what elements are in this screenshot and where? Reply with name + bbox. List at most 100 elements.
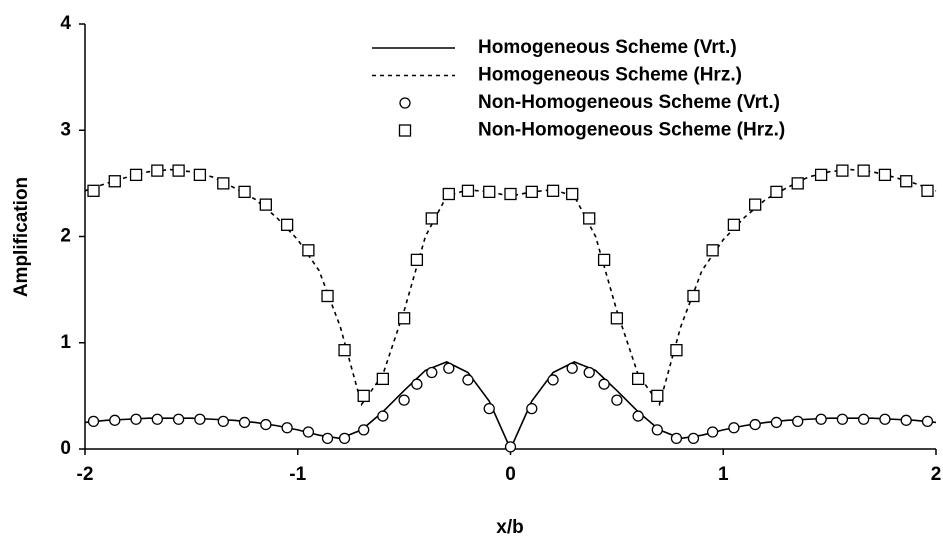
data-point xyxy=(611,394,623,406)
data-point xyxy=(632,410,644,422)
data-point xyxy=(770,185,783,199)
data-point xyxy=(566,362,578,374)
data-point xyxy=(398,394,410,406)
x-tick-label: 2 xyxy=(931,464,942,485)
data-point xyxy=(836,413,849,425)
data-point xyxy=(462,374,474,386)
data-point xyxy=(526,402,538,415)
legend-label: Homogeneous Scheme (Vrt.) xyxy=(478,37,737,58)
y-tick-label: 1 xyxy=(60,332,71,353)
data-point xyxy=(461,184,475,197)
data-point xyxy=(815,413,827,425)
data-point xyxy=(302,426,315,438)
data-point xyxy=(900,175,913,188)
data-point xyxy=(442,187,455,201)
data-point xyxy=(172,164,185,177)
data-point xyxy=(632,372,645,386)
data-point xyxy=(749,418,761,431)
data-point xyxy=(814,168,828,182)
data-point xyxy=(129,168,143,182)
data-point xyxy=(504,441,517,453)
series-line xyxy=(84,168,937,407)
data-point xyxy=(87,415,100,428)
x-tick-label: 0 xyxy=(505,464,516,485)
data-point xyxy=(280,218,294,231)
data-point xyxy=(194,413,206,425)
data-point xyxy=(217,177,230,190)
data-point xyxy=(792,415,804,428)
legend-swatch xyxy=(398,124,412,137)
data-point xyxy=(728,422,740,434)
data-point xyxy=(727,218,741,231)
data-point xyxy=(151,413,163,425)
data-point xyxy=(610,312,624,325)
data-point xyxy=(130,413,142,425)
data-point xyxy=(878,168,892,182)
data-point xyxy=(425,212,438,225)
y-tick-label: 4 xyxy=(60,13,71,34)
data-point xyxy=(546,184,560,197)
data-point xyxy=(411,378,423,390)
x-axis-label: x/b xyxy=(496,517,523,538)
data-point xyxy=(583,366,595,379)
data-point xyxy=(858,413,870,425)
data-point xyxy=(836,164,849,177)
legend-label: Non-Homogeneous Scheme (Vrt.) xyxy=(478,92,780,113)
data-point xyxy=(687,289,700,303)
data-point xyxy=(108,175,121,188)
legend-label: Non-Homogeneous Scheme (Hrz.) xyxy=(478,120,785,141)
data-point xyxy=(483,185,496,199)
data-point xyxy=(410,253,424,267)
data-point xyxy=(749,198,762,211)
data-point xyxy=(426,366,438,379)
data-point xyxy=(598,378,610,390)
data-point xyxy=(525,185,538,199)
legend-swatch xyxy=(399,97,411,109)
data-point xyxy=(879,413,891,425)
data-point xyxy=(87,184,100,197)
data-point xyxy=(443,362,455,374)
data-point xyxy=(338,432,351,445)
data-point xyxy=(217,415,229,428)
data-point xyxy=(357,389,370,403)
data-point xyxy=(483,402,495,415)
data-point xyxy=(377,410,389,422)
x-tick-label: 1 xyxy=(718,464,729,485)
y-tick-label: 3 xyxy=(60,119,71,140)
data-point xyxy=(172,413,185,425)
data-point xyxy=(193,168,207,182)
data-point xyxy=(151,164,164,177)
data-point xyxy=(706,426,719,438)
data-point xyxy=(651,389,664,403)
data-point xyxy=(238,416,251,429)
series-line xyxy=(84,360,937,451)
data-point xyxy=(259,198,272,211)
data-point xyxy=(670,432,683,445)
data-point xyxy=(900,414,912,426)
x-tick-label: -2 xyxy=(77,464,94,485)
data-point xyxy=(281,422,293,434)
data-point xyxy=(358,424,370,436)
data-point xyxy=(583,212,596,225)
data-point xyxy=(338,344,351,357)
data-point xyxy=(376,372,390,386)
data-point xyxy=(770,416,783,429)
data-point xyxy=(566,187,579,201)
data-point xyxy=(597,253,611,267)
legend-label: Homogeneous Scheme (Hrz.) xyxy=(478,65,742,86)
data-point xyxy=(109,414,121,426)
data-point xyxy=(921,415,934,428)
data-point xyxy=(547,374,559,386)
data-point xyxy=(857,164,870,177)
y-tick-label: 2 xyxy=(60,226,71,247)
data-point xyxy=(260,418,272,431)
data-point xyxy=(651,424,663,436)
data-point xyxy=(921,184,934,197)
data-point xyxy=(791,177,804,190)
data-point xyxy=(238,185,251,199)
data-point xyxy=(670,344,683,357)
x-tick-label: -1 xyxy=(289,464,306,485)
data-point xyxy=(397,312,411,325)
y-tick-label: 0 xyxy=(60,438,71,459)
